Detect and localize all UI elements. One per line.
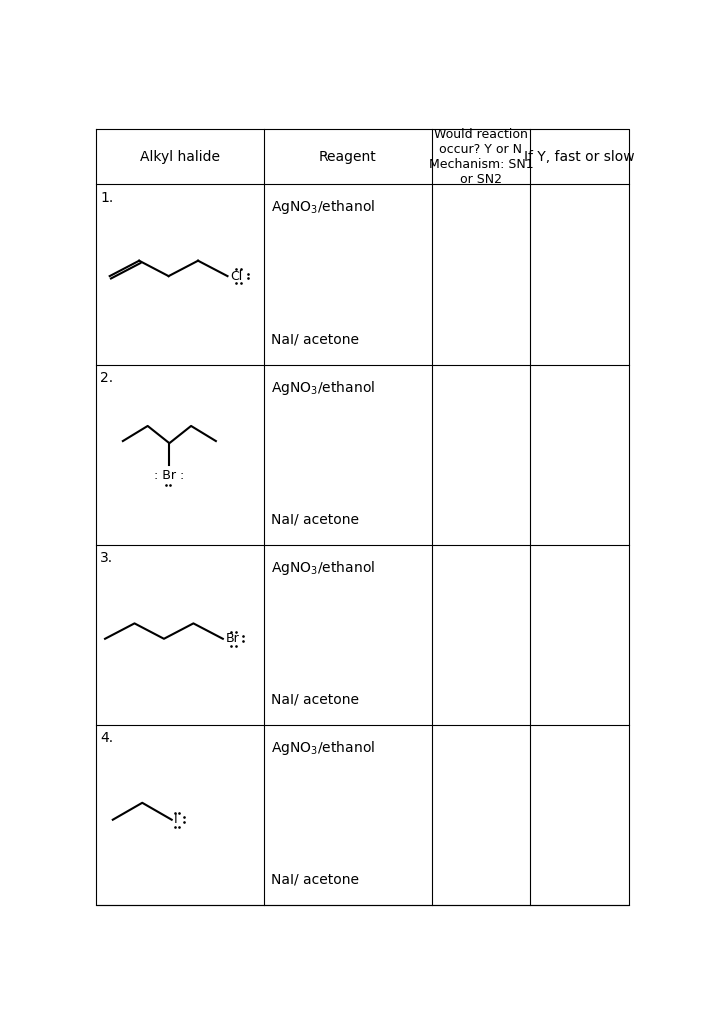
Text: AgNO$_3$/ethanol: AgNO$_3$/ethanol [272, 379, 375, 396]
Text: 3.: 3. [101, 551, 113, 565]
Text: Br: Br [226, 632, 239, 645]
Text: 1.: 1. [101, 190, 113, 205]
Text: 2.: 2. [101, 371, 113, 385]
Text: AgNO$_3$/ethanol: AgNO$_3$/ethanol [272, 559, 375, 577]
Text: : Br :: : Br : [154, 469, 184, 482]
Text: NaI/ acetone: NaI/ acetone [272, 333, 360, 346]
Text: If Y, fast or slow: If Y, fast or slow [524, 150, 635, 164]
Text: Would reaction
occur? Y or N
Mechanism: SN1
or SN2: Would reaction occur? Y or N Mechanism: … [429, 128, 534, 185]
Text: NaI/ acetone: NaI/ acetone [272, 692, 360, 707]
Text: NaI/ acetone: NaI/ acetone [272, 512, 360, 526]
Text: I: I [174, 813, 177, 826]
Text: AgNO$_3$/ethanol: AgNO$_3$/ethanol [272, 739, 375, 757]
Text: Alkyl halide: Alkyl halide [139, 150, 220, 164]
Text: NaI/ acetone: NaI/ acetone [272, 872, 360, 887]
Text: Cl: Cl [231, 269, 243, 283]
Text: Reagent: Reagent [319, 150, 377, 164]
Text: 4.: 4. [101, 731, 113, 745]
Text: AgNO$_3$/ethanol: AgNO$_3$/ethanol [272, 199, 375, 216]
